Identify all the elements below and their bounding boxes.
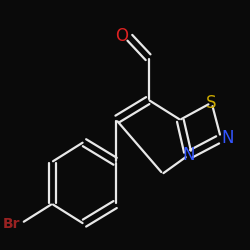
Text: S: S [206, 94, 217, 112]
Text: Br: Br [3, 217, 21, 231]
Text: N: N [182, 146, 194, 164]
Text: N: N [221, 129, 234, 147]
Text: O: O [115, 26, 128, 44]
